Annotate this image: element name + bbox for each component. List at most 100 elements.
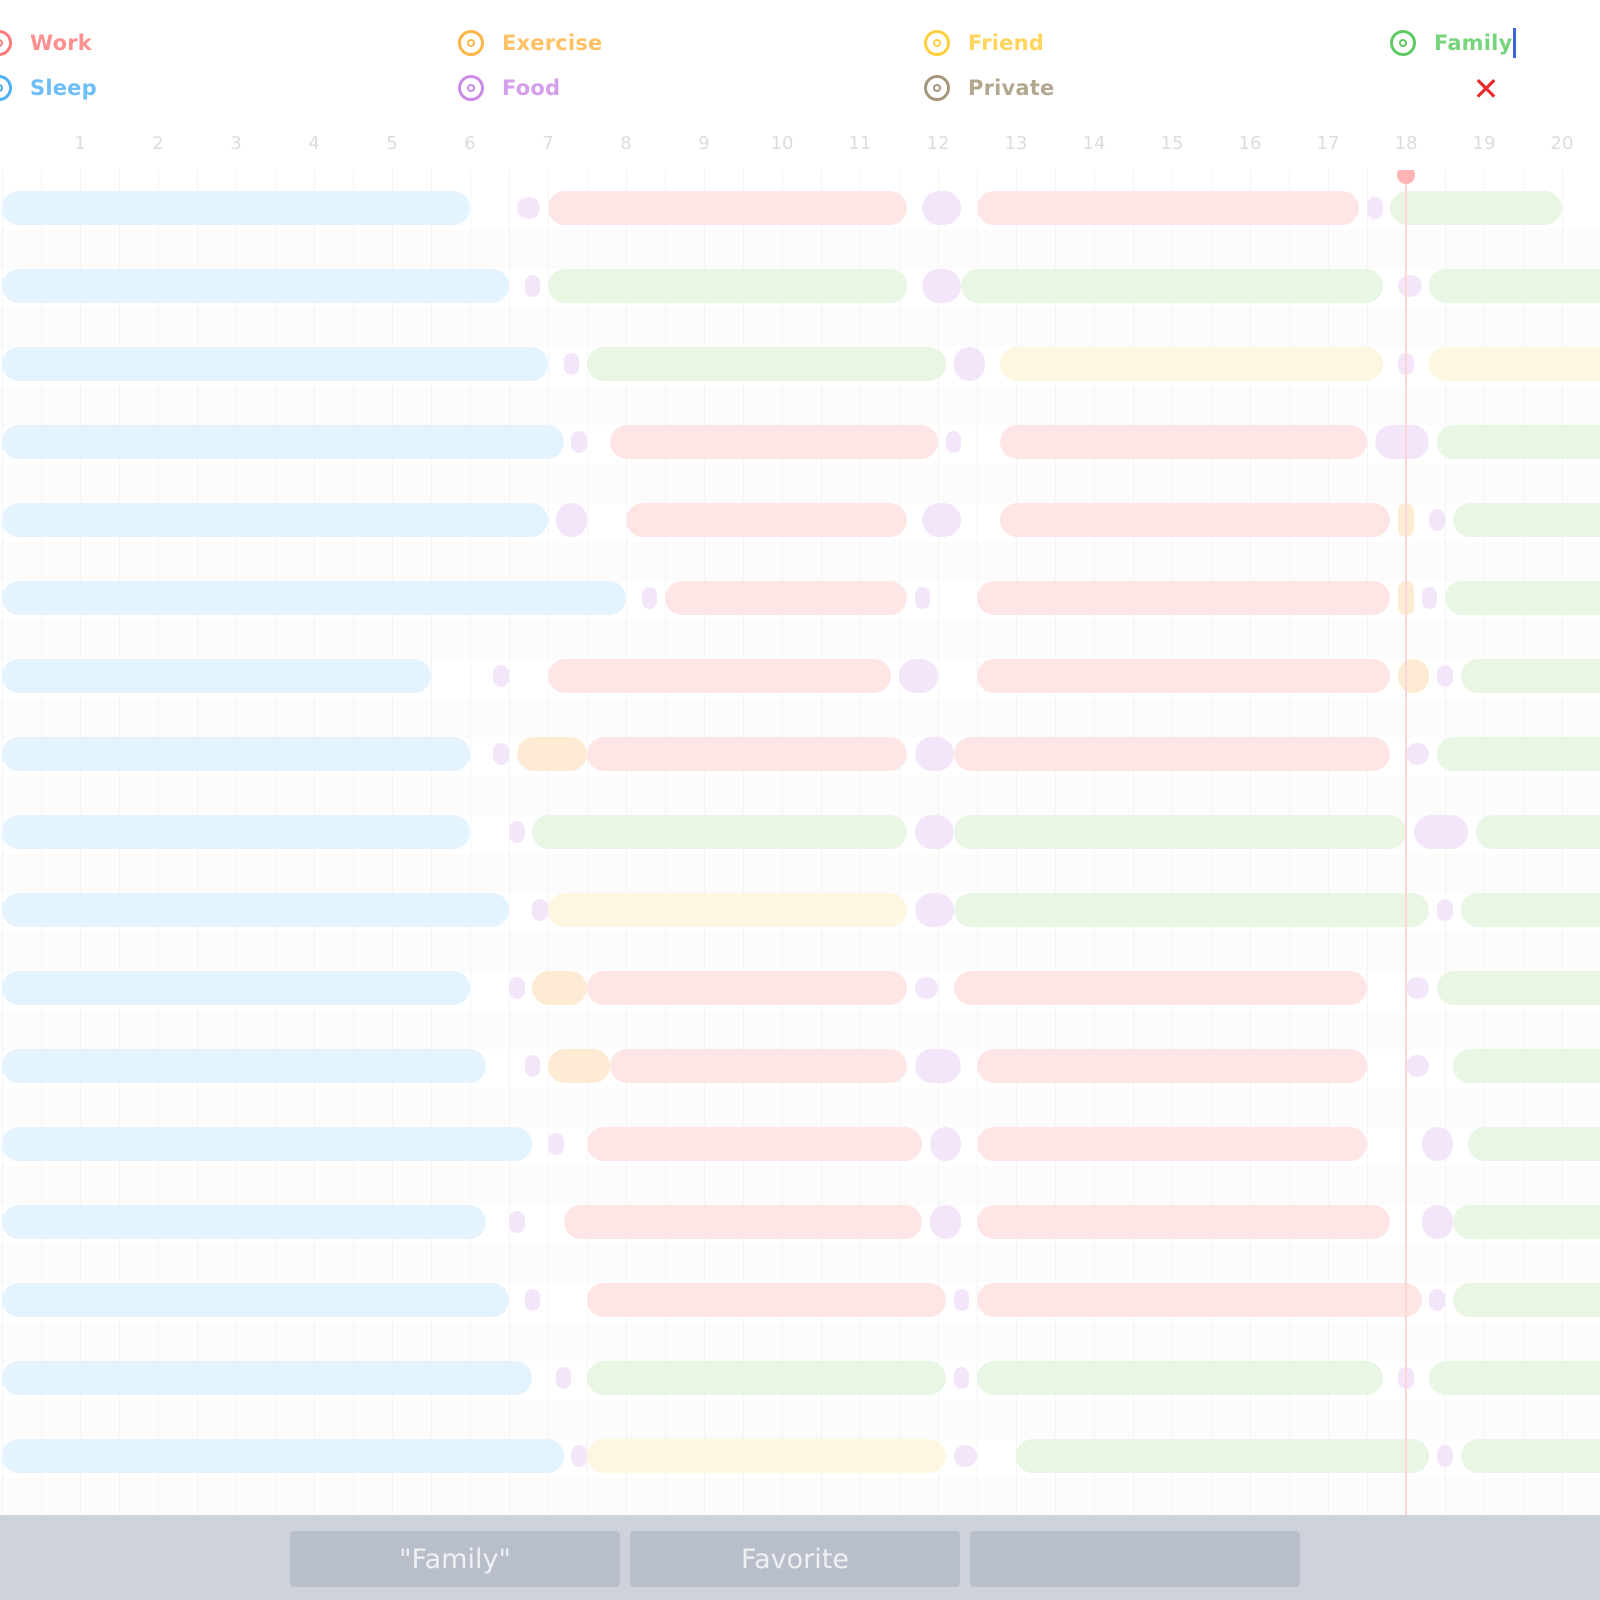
activity-bar-food[interactable] [571,1445,587,1467]
activity-bar-work[interactable] [548,659,892,693]
activity-bar-family[interactable] [1445,581,1600,615]
private-category[interactable]: Private [924,71,1055,105]
activity-bar-food[interactable] [953,1445,977,1467]
activity-bar-family[interactable] [953,815,1406,849]
activity-bar-family[interactable] [587,1361,946,1395]
sleep-category[interactable]: Sleep [0,71,97,105]
activity-bar-family[interactable] [1452,1049,1600,1083]
activity-bar-work[interactable] [977,191,1360,225]
activity-bar-work[interactable] [977,659,1391,693]
activity-bar-family[interactable] [1429,269,1600,303]
activity-bar-food[interactable] [563,353,580,375]
activity-bar-food[interactable] [1406,743,1430,765]
activity-bar-exercise[interactable] [1398,659,1430,693]
activity-bar-food[interactable] [1367,197,1383,219]
activity-bar-food[interactable] [945,431,962,453]
activity-bar-sleep[interactable] [2,737,470,771]
activity-bar-food[interactable] [922,503,962,537]
activity-bar-food[interactable] [1429,509,1445,531]
suggestion-empty[interactable] [970,1531,1300,1587]
activity-bar-food[interactable] [524,1289,541,1311]
activity-bar-food[interactable] [930,1127,962,1161]
activity-bar-work[interactable] [977,1283,1422,1317]
activity-bar-food[interactable] [1421,587,1438,609]
activity-bar-sleep[interactable] [2,581,626,615]
activity-bar-food[interactable] [571,431,587,453]
activity-bar-sleep[interactable] [2,893,509,927]
activity-bar-work[interactable] [610,425,938,459]
activity-bar-sleep[interactable] [2,1205,486,1239]
activity-bar-exercise[interactable] [532,971,587,1005]
activity-bar-food[interactable] [548,1133,564,1155]
activity-bar-food[interactable] [1398,275,1422,297]
suggestion-family[interactable]: "Family" [290,1531,620,1587]
activity-bar-friend[interactable] [548,893,907,927]
activity-bar-food[interactable] [532,899,548,921]
activity-bar-sleep[interactable] [2,1361,533,1395]
activity-bar-work[interactable] [563,1205,923,1239]
activity-bar-family[interactable] [1452,1283,1600,1317]
activity-bar-family[interactable] [1016,1439,1430,1473]
activity-bar-food[interactable] [953,1289,970,1311]
activity-bar-exercise[interactable] [548,1049,611,1083]
activity-bar-food[interactable] [516,197,541,219]
activity-bar-sleep[interactable] [2,1049,486,1083]
activity-bar-food[interactable] [914,977,938,999]
activity-bar-food[interactable] [1421,1205,1453,1239]
activity-bar-sleep[interactable] [2,425,564,459]
activity-bar-food[interactable] [914,815,954,849]
activity-bar-food[interactable] [509,821,525,843]
activity-bar-food[interactable] [493,665,509,687]
activity-bar-family[interactable] [1437,971,1600,1005]
activity-bar-sleep[interactable] [2,347,548,381]
activity-bar-food[interactable] [953,1367,970,1389]
activity-bar-work[interactable] [587,1283,946,1317]
food-category[interactable]: Food [458,71,560,105]
close-icon[interactable]: ✕ [1472,70,1500,108]
activity-bar-food[interactable] [509,977,525,999]
activity-bar-sleep[interactable] [2,659,431,693]
activity-bar-sleep[interactable] [2,1283,509,1317]
activity-bar-family[interactable] [1429,1361,1600,1395]
activity-bar-food[interactable] [555,503,587,537]
activity-bar-family[interactable] [1460,1439,1600,1473]
activity-bar-food[interactable] [914,1049,962,1083]
activity-bar-family[interactable] [1460,893,1600,927]
activity-bar-family[interactable] [1390,191,1562,225]
activity-bar-food[interactable] [1406,1055,1430,1077]
activity-bar-work[interactable] [626,503,907,537]
activity-bar-family[interactable] [953,893,1430,927]
family-category[interactable]: Family [1390,26,1517,60]
activity-bar-family[interactable] [1452,1205,1600,1239]
activity-bar-work[interactable] [1000,425,1367,459]
activity-bar-food[interactable] [922,269,962,303]
activity-bar-food[interactable] [914,587,931,609]
activity-bar-sleep[interactable] [2,815,470,849]
activity-bar-food[interactable] [1421,1127,1453,1161]
activity-bar-work[interactable] [977,1049,1367,1083]
activity-bar-work[interactable] [977,581,1391,615]
activity-bar-food[interactable] [493,743,509,765]
activity-bar-food[interactable] [1437,899,1453,921]
activity-bar-work[interactable] [977,1127,1367,1161]
activity-bar-work[interactable] [977,1205,1391,1239]
activity-bar-friend[interactable] [587,1439,946,1473]
activity-bar-food[interactable] [1406,977,1430,999]
activity-bar-family[interactable] [977,1361,1383,1395]
activity-bar-food[interactable] [1437,665,1453,687]
activity-bar-food[interactable] [1429,1289,1445,1311]
activity-bar-work[interactable] [953,737,1391,771]
activity-bar-family[interactable] [532,815,907,849]
activity-bar-sleep[interactable] [2,1127,533,1161]
timeline-grid[interactable] [0,170,1600,1515]
activity-bar-food[interactable] [524,1055,541,1077]
activity-bar-food[interactable] [524,275,541,297]
activity-bar-food[interactable] [1374,425,1430,459]
activity-bar-work[interactable] [587,971,907,1005]
activity-bar-food[interactable] [555,1367,572,1389]
activity-bar-family[interactable] [587,347,946,381]
activity-bar-sleep[interactable] [2,269,509,303]
activity-bar-friend[interactable] [1000,347,1383,381]
activity-bar-food[interactable] [914,737,954,771]
activity-bar-work[interactable] [587,1127,923,1161]
